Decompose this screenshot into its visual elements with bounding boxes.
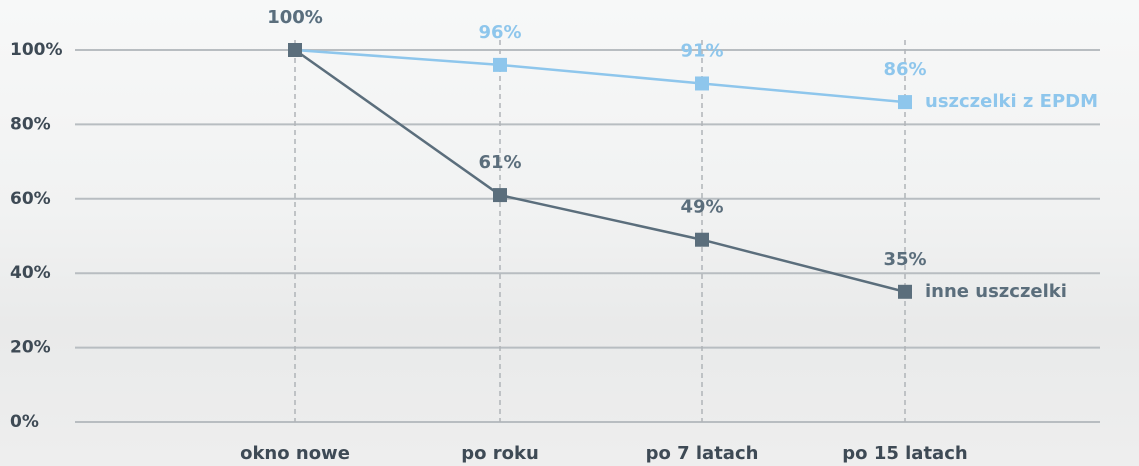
- data-label: 91%: [680, 40, 723, 61]
- data-point: [695, 233, 709, 247]
- series-line: [295, 50, 905, 292]
- chart: 0% 20% 40% 60% 80% 100% okno nowe po roku po 7 l…: [0, 0, 1139, 466]
- data-label: 100%: [267, 7, 323, 28]
- series-line: [295, 50, 905, 102]
- data-label: 86%: [883, 59, 926, 80]
- y-tick-label: 80%: [10, 114, 51, 134]
- y-tick-label: 0%: [10, 412, 39, 432]
- y-tick-label: 60%: [10, 189, 51, 209]
- data-label: 61%: [478, 152, 521, 173]
- data-label: 49%: [680, 197, 723, 218]
- data-point: [898, 285, 912, 299]
- x-tick-label: okno nowe: [240, 443, 350, 464]
- x-tick-label: po 7 latach: [646, 443, 759, 464]
- series-label: inne uszczelki: [925, 281, 1067, 302]
- data-point: [288, 43, 302, 57]
- data-label: 96%: [478, 22, 521, 43]
- data-point: [493, 188, 507, 202]
- y-tick-label: 100%: [10, 40, 63, 60]
- data-point: [695, 76, 709, 90]
- y-tick-label: 20%: [10, 338, 51, 358]
- x-tick-label: po 15 latach: [842, 443, 967, 464]
- x-tick-label: po roku: [461, 443, 539, 464]
- data-point: [493, 58, 507, 72]
- series-label: uszczelki z EPDM: [925, 91, 1098, 112]
- data-point: [898, 95, 912, 109]
- y-tick-label: 40%: [10, 263, 51, 283]
- data-label: 35%: [883, 249, 926, 270]
- page: 0% 20% 40% 60% 80% 100% okno nowe po roku po 7 l…: [0, 0, 1139, 466]
